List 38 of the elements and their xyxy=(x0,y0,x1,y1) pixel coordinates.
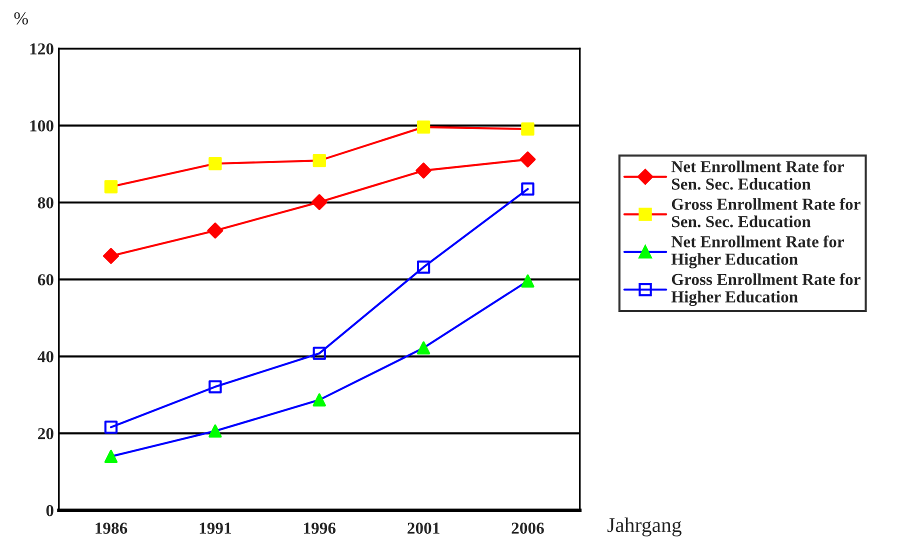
legend-label: Net Enrollment Rate for Higher Education xyxy=(671,235,844,268)
point xyxy=(104,420,118,434)
y-tick-label: 100 xyxy=(30,120,54,132)
legend-label: Net Enrollment Rate for Sen. Sec. Education xyxy=(671,160,844,190)
point xyxy=(521,122,534,136)
x-tick-label: 2001 xyxy=(408,522,440,534)
y-tick-label: 0 xyxy=(46,505,54,516)
y-tick-label: 60 xyxy=(38,274,54,286)
x-tick-label: 1991 xyxy=(200,522,231,534)
y-tick-label: 20 xyxy=(38,428,54,440)
point xyxy=(416,162,432,179)
point xyxy=(207,222,224,239)
point xyxy=(520,151,536,168)
x-tick-label: 1996 xyxy=(304,522,336,534)
y-axis-title: % xyxy=(14,12,28,25)
point xyxy=(102,248,119,264)
point xyxy=(311,194,328,210)
x-tick-label: 2006 xyxy=(512,522,544,534)
legend-label: Gross Enrollment Rate for Higher Education xyxy=(671,273,860,306)
x-tick-label: 1986 xyxy=(96,522,128,534)
x-axis-title: Jahrgang xyxy=(607,517,682,536)
y-tick-label: 80 xyxy=(38,197,54,208)
point xyxy=(416,120,430,134)
point xyxy=(208,424,222,438)
y-tick-label: 40 xyxy=(38,351,54,362)
point xyxy=(416,341,430,355)
point xyxy=(521,274,534,288)
point xyxy=(208,380,222,394)
point xyxy=(104,450,118,464)
point xyxy=(521,182,534,196)
point xyxy=(416,260,430,274)
point xyxy=(208,157,222,170)
point xyxy=(312,393,326,406)
legend-label: Gross Enrollment Rate for Sen. Sec. Education xyxy=(672,198,860,228)
y-tick-label: 120 xyxy=(30,43,54,55)
point xyxy=(312,346,326,360)
point xyxy=(104,180,118,194)
point xyxy=(312,154,326,168)
